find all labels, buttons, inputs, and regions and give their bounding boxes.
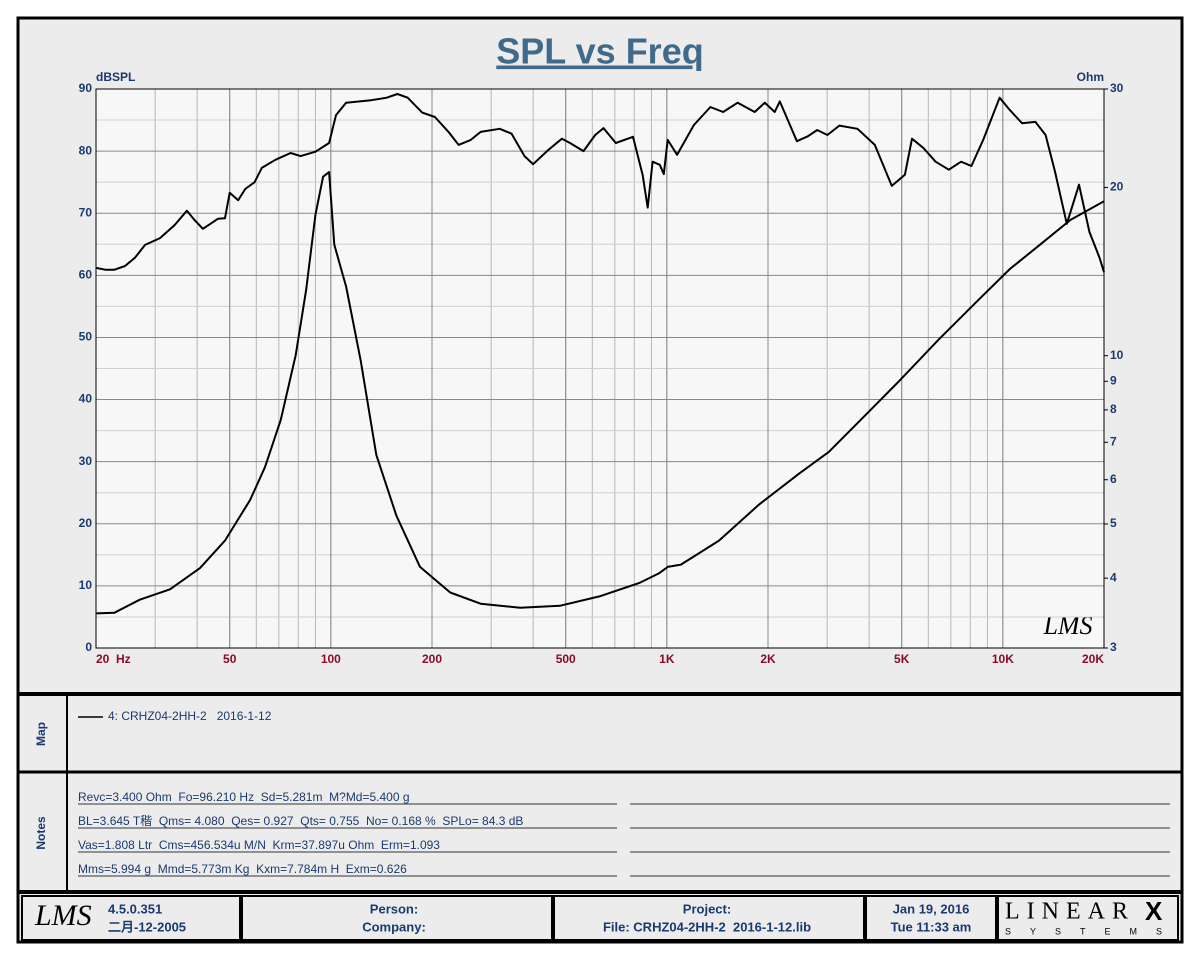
- y2-axis-label: Ohm: [1077, 70, 1104, 84]
- x-tick-label: 5K: [894, 652, 910, 666]
- chart-title: SPL vs Freq: [496, 31, 703, 72]
- note-line: Vas=1.808 Ltr Cms=456.534u M/N Krm=37.89…: [78, 838, 440, 852]
- x-tick-label: 1K: [659, 652, 675, 666]
- x-tick-label: 200: [422, 652, 442, 666]
- brand: LINEAR: [1005, 899, 1135, 925]
- series-line: [95, 93, 1105, 273]
- y-tick-label: 30: [79, 454, 93, 468]
- x-tick-label: 2K: [760, 652, 776, 666]
- y2-tick-label: 30: [1110, 81, 1124, 95]
- watermark: LMS: [1042, 611, 1092, 640]
- y-tick-label: 10: [79, 578, 93, 592]
- y-tick-label: 60: [79, 268, 93, 282]
- version: 4.5.0.351: [108, 901, 162, 916]
- footer-cell: [21, 895, 241, 941]
- section-label: Notes: [34, 816, 48, 850]
- y2-tick-label: 10: [1110, 348, 1124, 362]
- note-line: Mms=5.994 g Mmd=5.773m Kg Kxm=7.784m H E…: [78, 862, 407, 876]
- note-line: Revc=3.400 Ohm Fo=96.210 Hz Sd=5.281m M?…: [78, 790, 410, 804]
- section-label: Map: [34, 722, 48, 746]
- project: Project:: [683, 901, 731, 916]
- y-tick-label: 70: [79, 205, 93, 219]
- series-line: [95, 171, 1105, 615]
- x-tick-label: 10K: [992, 652, 1014, 666]
- footer-cell: [997, 895, 1179, 941]
- footer-cell: [553, 895, 865, 941]
- y-tick-label: 50: [79, 330, 93, 344]
- x-tick-label: 100: [321, 652, 341, 666]
- person: Person:: [370, 901, 418, 916]
- brand-sub: SYSTEMS: [1005, 926, 1181, 936]
- y-tick-label: 0: [85, 640, 92, 654]
- y-tick-label: 90: [79, 81, 93, 95]
- legend-entry: 4: CRHZ04-2HH-2 2016-1-12: [108, 709, 272, 723]
- y-tick-label: 20: [79, 516, 93, 530]
- y-tick-label: 80: [79, 143, 93, 157]
- date: Jan 19, 2016: [893, 901, 970, 916]
- y2-tick-label: 7: [1110, 434, 1117, 448]
- note-line: BL=3.645 T稭 Qms= 4.080 Qes= 0.927 Qts= 0…: [78, 814, 523, 828]
- plot-border: [95, 88, 1105, 649]
- logo: LMS: [34, 899, 92, 932]
- y2-tick-label: 8: [1110, 402, 1117, 416]
- y-axis-label: dBSPL: [96, 70, 135, 84]
- y2-tick-label: 3: [1110, 640, 1117, 654]
- build-date: 二月-12-2005: [108, 919, 186, 934]
- y2-tick-label: 9: [1110, 373, 1117, 387]
- y2-tick-label: 20: [1110, 180, 1124, 194]
- file: File: CRHZ04-2HH-2 2016-1-12.lib: [603, 919, 811, 934]
- x-tick-label: 500: [556, 652, 576, 666]
- time: Tue 11:33 am: [891, 919, 972, 934]
- x-tick-label: 50: [223, 652, 237, 666]
- brand-x: X: [1145, 896, 1163, 926]
- y2-tick-label: 6: [1110, 472, 1117, 486]
- footer-cell: [865, 895, 997, 941]
- y2-tick-label: 4: [1110, 570, 1117, 584]
- y-tick-label: 40: [79, 392, 93, 406]
- footer-cell: [241, 895, 553, 941]
- company: Company:: [362, 919, 426, 934]
- x-tick-label: 20 Hz: [96, 652, 131, 666]
- x-tick-label: 20K: [1082, 652, 1104, 666]
- y2-tick-label: 5: [1110, 516, 1117, 530]
